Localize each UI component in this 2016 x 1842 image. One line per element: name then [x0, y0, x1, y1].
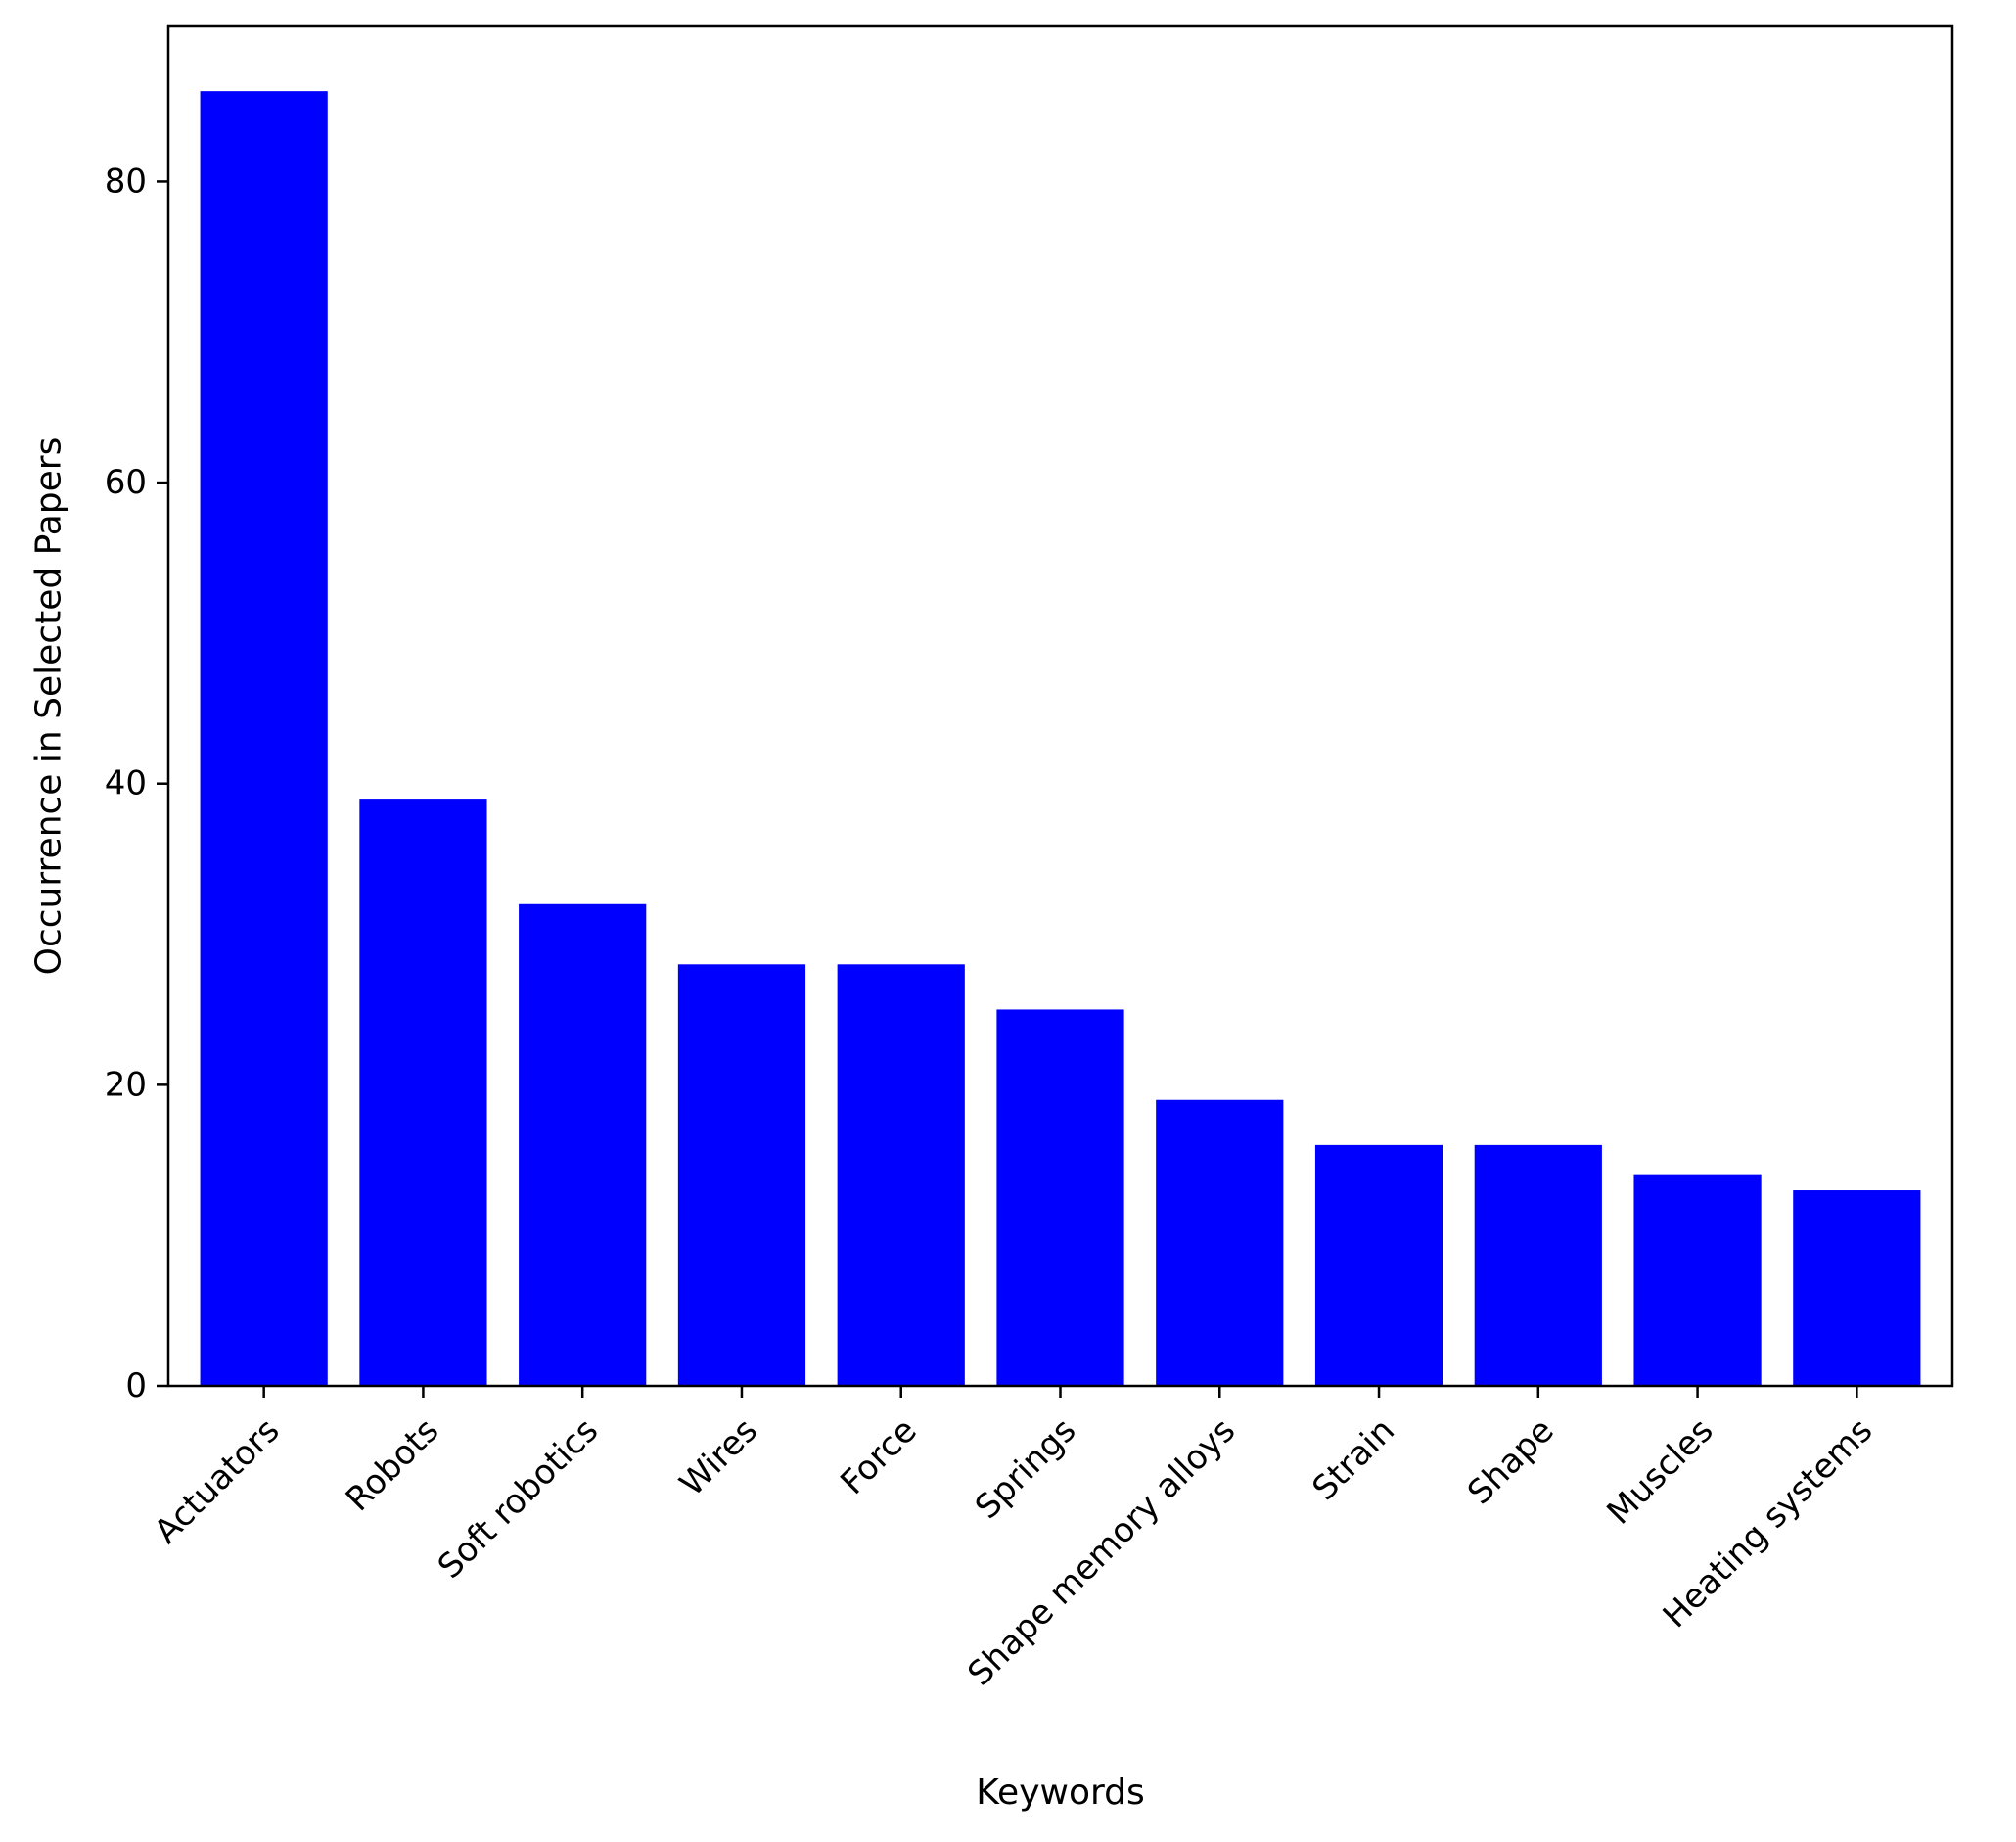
- bar-muscles: [1633, 1174, 1762, 1386]
- x-tick-label: Robots: [339, 1411, 447, 1520]
- x-axis-label: Keywords: [976, 1773, 1145, 1813]
- x-tick-label: Wires: [672, 1411, 765, 1504]
- plot-area-frame: [166, 24, 1954, 1388]
- bar-actuators: [200, 91, 328, 1387]
- x-tick-label: Actuators: [147, 1411, 287, 1551]
- y-tick-label: 20: [105, 1065, 147, 1104]
- bar-shape: [1474, 1144, 1602, 1386]
- y-tick-label: 40: [105, 764, 147, 804]
- y-ticks-group: 0 20 40 60 80: [105, 161, 168, 1405]
- x-tick-label: Muscles: [1599, 1411, 1720, 1533]
- bar-soft-robotics: [519, 903, 647, 1386]
- x-tick-label: Shape: [1460, 1411, 1562, 1513]
- bar-shape-memory-alloys: [1156, 1099, 1284, 1386]
- x-tick-label: Force: [833, 1411, 924, 1502]
- y-tick-label: 0: [125, 1366, 147, 1405]
- x-tick-label: Springs: [968, 1411, 1083, 1527]
- y-axis-label: Occurrence in Selected Papers: [29, 437, 69, 976]
- bar-force: [837, 964, 965, 1386]
- x-tick-label: Shape memory alloys: [960, 1411, 1243, 1694]
- x-tick-label: Soft robotics: [431, 1411, 606, 1587]
- bar-heating-systems: [1793, 1190, 1921, 1386]
- y-tick-label: 60: [105, 463, 147, 502]
- y-tick-label: 80: [105, 161, 147, 201]
- bar-strain: [1314, 1144, 1443, 1386]
- bars-group: [200, 91, 1921, 1387]
- x-tick-label: Strain: [1305, 1411, 1402, 1509]
- bar-wires: [677, 964, 806, 1386]
- bar-springs: [996, 1009, 1124, 1386]
- bar-robots: [359, 799, 487, 1386]
